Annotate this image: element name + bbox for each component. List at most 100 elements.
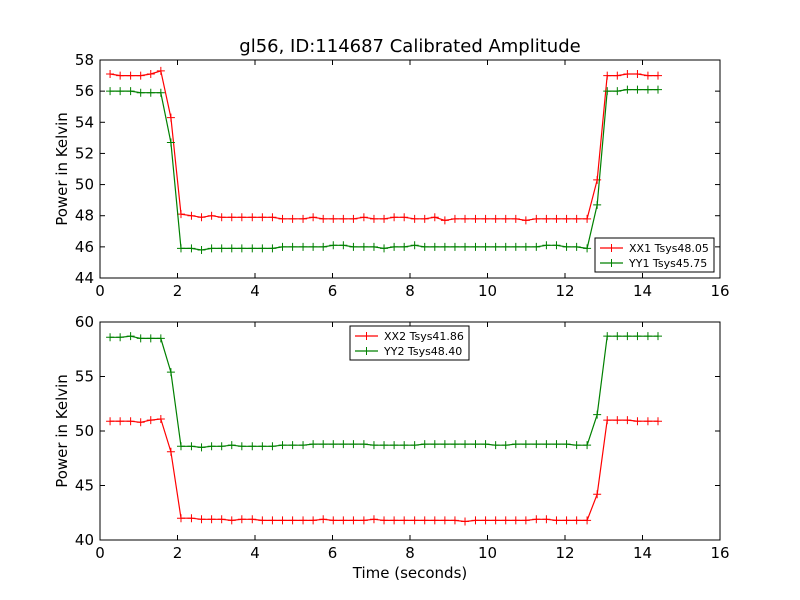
data-point (603, 71, 612, 80)
data-point (258, 213, 267, 222)
panel-2: 0 2 4 6 8 10 12 14 16 40 45 50 55 60 Power in Kelvin Ti… (53, 313, 730, 582)
data-point (613, 87, 622, 96)
data-point (268, 213, 277, 222)
data-point (359, 440, 368, 449)
y-tick-label: 40 (75, 531, 94, 549)
y-tick-label: 60 (75, 313, 94, 331)
y-tick-label: 50 (75, 176, 94, 194)
data-point (501, 242, 510, 251)
data-point (106, 87, 115, 96)
data-point (146, 334, 155, 343)
data-point (583, 244, 592, 253)
data-point (390, 441, 399, 450)
data-point (309, 213, 318, 222)
data-point (400, 242, 409, 251)
data-point (227, 213, 236, 222)
data-point (176, 442, 185, 451)
x-tick-label: 12 (555, 544, 574, 562)
data-point (380, 244, 389, 253)
data-point (532, 515, 541, 524)
y-tick-label: 56 (75, 82, 94, 100)
data-point (299, 441, 308, 450)
data-point (380, 214, 389, 223)
data-point (197, 213, 206, 222)
data-point (654, 417, 662, 426)
data-point (329, 516, 338, 525)
y-tick-label: 58 (75, 51, 94, 69)
data-point (593, 410, 602, 419)
data-point (390, 213, 399, 222)
data-point (278, 441, 287, 450)
data-point (390, 516, 399, 525)
y-tick-label: 45 (75, 477, 94, 495)
data-point (156, 66, 165, 75)
data-point (481, 214, 490, 223)
data-point (248, 244, 257, 253)
data-point (420, 214, 429, 223)
x-tick-label: 8 (405, 282, 415, 300)
data-point (400, 213, 409, 222)
data-point (562, 440, 571, 449)
data-point (268, 442, 277, 451)
data-point (552, 440, 561, 449)
data-point (288, 516, 297, 525)
data-point (359, 213, 368, 222)
data-point (471, 440, 480, 449)
data-point (329, 241, 338, 250)
data-point (349, 242, 358, 251)
y-axis-label: Power in Kelvin (53, 112, 71, 226)
series-2-2 (106, 332, 662, 452)
data-point (329, 214, 338, 223)
data-point (126, 87, 135, 96)
data-point (217, 213, 226, 222)
data-point (430, 440, 439, 449)
data-point (654, 332, 662, 341)
data-point (633, 417, 642, 426)
data-point (329, 440, 338, 449)
data-point (613, 332, 622, 341)
data-point (572, 242, 581, 251)
data-point (532, 242, 541, 251)
data-point (339, 214, 348, 223)
data-point (299, 214, 308, 223)
data-point (461, 242, 470, 251)
data-point (197, 443, 206, 452)
y-axis-label: Power in Kelvin (53, 374, 71, 488)
data-point (106, 333, 115, 342)
data-point (491, 214, 500, 223)
data-point (511, 242, 520, 251)
data-point (197, 515, 206, 524)
data-point (126, 332, 135, 341)
x-tick-label: 4 (250, 544, 260, 562)
x-tick-label: 14 (633, 544, 652, 562)
data-point (176, 244, 185, 253)
data-point (471, 242, 480, 251)
x-tick-label: 10 (478, 282, 497, 300)
data-point (156, 415, 165, 424)
data-point (450, 440, 459, 449)
data-point (491, 441, 500, 450)
data-point (501, 441, 510, 450)
legend-entry: XX2 Tsys41.86 (384, 330, 464, 343)
y-tick-label: 44 (75, 269, 94, 287)
data-point (481, 516, 490, 525)
x-tick-label: 10 (478, 544, 497, 562)
x-tick-label: 16 (710, 282, 729, 300)
data-point (146, 88, 155, 97)
data-point (207, 244, 216, 253)
data-point (542, 515, 551, 524)
series-line (110, 88, 658, 251)
x-tick-label: 12 (555, 282, 574, 300)
data-point (420, 516, 429, 525)
data-point (369, 242, 378, 251)
data-point (623, 85, 632, 94)
legend-marker (362, 347, 371, 355)
x-tick-label: 14 (633, 282, 652, 300)
data-point (349, 516, 358, 525)
data-point (309, 516, 318, 525)
data-point (603, 416, 612, 425)
data-point (532, 214, 541, 223)
data-point (501, 214, 510, 223)
